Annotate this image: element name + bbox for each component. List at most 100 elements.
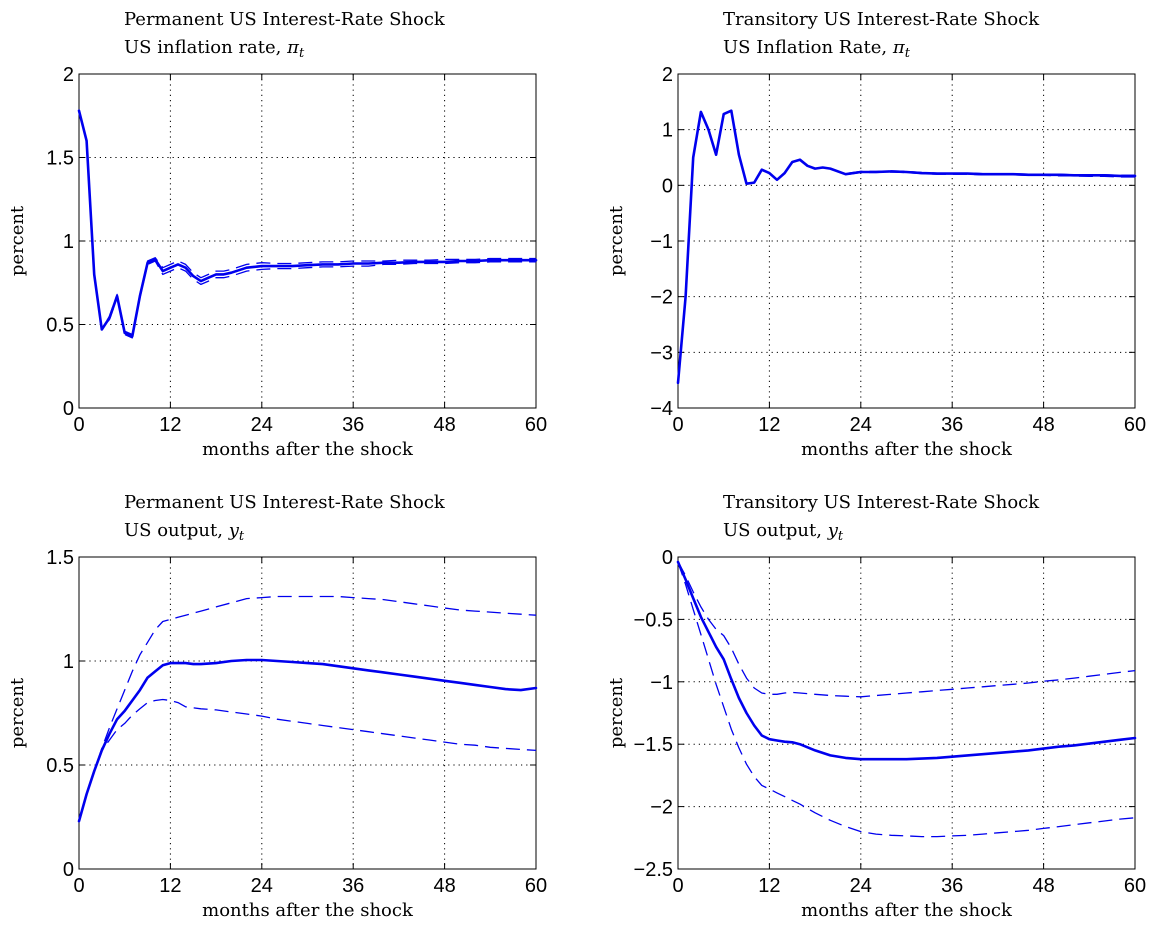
y-tick-label: −3 xyxy=(650,342,673,364)
chart-title: Permanent US Interest-Rate Shock xyxy=(124,9,446,30)
series-line-band-2 xyxy=(78,110,536,339)
x-tick-label: 36 xyxy=(941,414,963,436)
series-group xyxy=(676,560,1137,838)
axes: 0 12 24 36 48 60 −2.5 −2 −1.5 −1 −0.5 0 xyxy=(634,547,1147,897)
chart-subtitle: US inflation rate, πt xyxy=(124,37,305,61)
y-tick-label: 0 xyxy=(662,175,673,197)
x-tick-label: 24 xyxy=(850,875,872,897)
series-line-estimate xyxy=(77,109,538,338)
chart-panel-1: 0 12 24 36 48 60 0 0.5 1 1.5 2 Permanent US Interes… xyxy=(7,9,547,460)
axes: 0 12 24 36 48 60 0 0.5 1 1.5 xyxy=(46,547,547,897)
chart-subtitle-text: US output, xyxy=(723,520,828,541)
x-axis-label: months after the shock xyxy=(801,900,1013,921)
x-tick-label: 36 xyxy=(342,414,364,436)
x-tick-label: 12 xyxy=(159,414,181,436)
x-tick-label: 24 xyxy=(251,875,273,897)
x-tick-label: 0 xyxy=(73,875,84,897)
chart-subtitle-subscript: t xyxy=(239,529,245,544)
y-tick-label: −1.5 xyxy=(634,734,673,756)
chart-subtitle-symbol: π xyxy=(892,37,906,58)
x-tick-label: 0 xyxy=(73,414,84,436)
grid xyxy=(79,557,536,869)
x-tick-label: 24 xyxy=(251,414,273,436)
x-tick-label: 48 xyxy=(433,875,455,897)
y-tick-label: −2 xyxy=(650,287,673,309)
grid xyxy=(79,74,536,408)
x-tick-label: 12 xyxy=(758,414,780,436)
grid xyxy=(678,74,1135,408)
chart-title: Transitory US Interest-Rate Shock xyxy=(723,9,1040,30)
chart-subtitle-symbol: π xyxy=(286,37,300,58)
y-tick-label: 1 xyxy=(63,231,74,253)
series-line-band-1 xyxy=(78,110,536,336)
x-tick-label: 36 xyxy=(941,875,963,897)
chart-subtitle-subscript: t xyxy=(299,46,305,61)
x-tick-label: 48 xyxy=(433,414,455,436)
x-tick-label: 24 xyxy=(850,414,872,436)
series-group xyxy=(676,109,1137,385)
chart-panel-3: 0 12 24 36 48 60 0 0.5 1 1.5 Permanent US Interest… xyxy=(7,492,547,921)
y-tick-label: 1.5 xyxy=(46,148,74,170)
y-tick-label: 1 xyxy=(63,651,74,673)
y-axis-label: percent xyxy=(7,677,28,748)
x-axis-label: months after the shock xyxy=(202,900,414,921)
y-tick-label: 0.5 xyxy=(46,755,74,777)
y-tick-label: −1 xyxy=(650,231,673,253)
y-tick-label: −2.5 xyxy=(634,859,673,881)
plot-area xyxy=(78,556,537,870)
plot-area xyxy=(677,73,1136,409)
axes: 0 12 24 36 48 60 0 0.5 1 1.5 2 xyxy=(46,64,547,436)
series-group xyxy=(77,109,538,339)
series-line-band-2 xyxy=(677,561,1136,838)
y-tick-label: 0 xyxy=(662,547,673,569)
x-tick-label: 60 xyxy=(1124,414,1146,436)
chart-subtitle: US output, yt xyxy=(124,520,245,544)
chart-subtitle-subscript: t xyxy=(838,529,844,544)
plot-area xyxy=(78,73,537,409)
series-line-band-2 xyxy=(677,110,1135,383)
chart-subtitle-symbol: y xyxy=(827,520,839,541)
x-tick-label: 48 xyxy=(1032,875,1054,897)
x-axis-label: months after the shock xyxy=(202,439,414,460)
series-line-band-1 xyxy=(677,561,1136,698)
y-tick-label: 1.5 xyxy=(46,547,74,569)
chart-subtitle-text: US Inflation Rate, xyxy=(723,37,893,58)
chart-panel-4: 0 12 24 36 48 60 −2.5 −2 −1.5 −1 −0.5 0 Transitory U… xyxy=(606,492,1146,921)
y-tick-label: −4 xyxy=(650,398,673,420)
chart-subtitle-text: US inflation rate, xyxy=(124,37,287,58)
y-axis-label: percent xyxy=(606,677,627,748)
y-tick-label: 0 xyxy=(63,859,74,881)
y-tick-label: −2 xyxy=(650,797,673,819)
y-tick-label: 1 xyxy=(662,120,673,142)
chart-title: Transitory US Interest-Rate Shock xyxy=(723,492,1040,513)
x-tick-label: 48 xyxy=(1032,414,1054,436)
y-axis-label: percent xyxy=(606,205,627,276)
x-tick-label: 0 xyxy=(672,875,683,897)
series-line-estimate xyxy=(77,658,538,823)
chart-subtitle-text: US output, xyxy=(124,520,229,541)
series-line-band-2 xyxy=(78,698,537,822)
chart-subtitle-symbol: y xyxy=(228,520,240,541)
x-tick-label: 0 xyxy=(672,414,683,436)
plot-area xyxy=(677,556,1136,870)
y-tick-label: −1 xyxy=(650,672,673,694)
grid xyxy=(678,557,1135,869)
x-axis-label: months after the shock xyxy=(801,439,1013,460)
x-tick-label: 60 xyxy=(525,875,547,897)
y-axis-label: percent xyxy=(7,205,28,276)
chart-title: Permanent US Interest-Rate Shock xyxy=(124,492,446,513)
y-tick-label: 0.5 xyxy=(46,315,74,337)
chart-subtitle: US output, yt xyxy=(723,520,844,544)
x-tick-label: 36 xyxy=(342,875,364,897)
series-line-estimate xyxy=(676,560,1137,761)
series-group xyxy=(77,595,538,823)
panels: 0 12 24 36 48 60 0 0.5 1 1.5 2 Permanent US Interes… xyxy=(7,9,1146,921)
y-tick-label: 0 xyxy=(63,398,74,420)
chart-subtitle-subscript: t xyxy=(905,46,911,61)
y-tick-label: 2 xyxy=(63,64,74,86)
x-tick-label: 60 xyxy=(1124,875,1146,897)
y-tick-label: −0.5 xyxy=(634,609,673,631)
